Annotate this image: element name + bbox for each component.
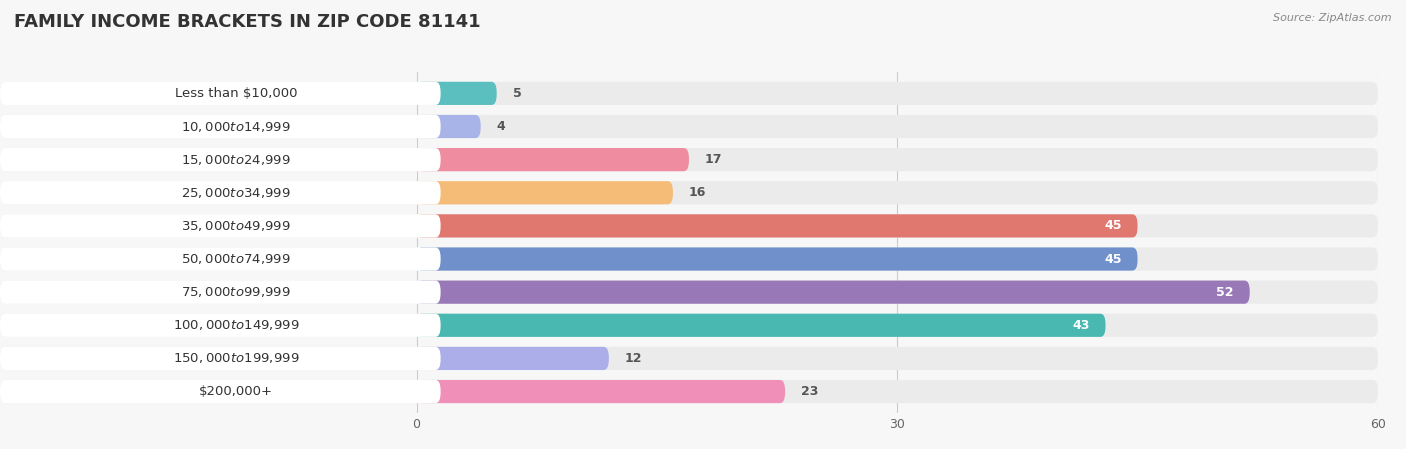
Text: 23: 23: [801, 385, 818, 398]
FancyBboxPatch shape: [0, 314, 440, 337]
FancyBboxPatch shape: [416, 82, 496, 105]
Text: Less than $10,000: Less than $10,000: [176, 87, 298, 100]
Text: 16: 16: [689, 186, 706, 199]
FancyBboxPatch shape: [0, 148, 440, 171]
FancyBboxPatch shape: [0, 281, 440, 304]
FancyBboxPatch shape: [0, 380, 440, 403]
Text: $35,000 to $49,999: $35,000 to $49,999: [181, 219, 291, 233]
Text: 17: 17: [704, 153, 723, 166]
Text: $10,000 to $14,999: $10,000 to $14,999: [181, 119, 291, 133]
FancyBboxPatch shape: [416, 314, 1105, 337]
Text: 12: 12: [624, 352, 643, 365]
FancyBboxPatch shape: [416, 247, 1137, 271]
FancyBboxPatch shape: [416, 281, 1250, 304]
FancyBboxPatch shape: [416, 347, 609, 370]
FancyBboxPatch shape: [416, 115, 481, 138]
FancyBboxPatch shape: [0, 82, 1378, 105]
FancyBboxPatch shape: [0, 347, 440, 370]
Text: $75,000 to $99,999: $75,000 to $99,999: [181, 285, 291, 299]
Text: 45: 45: [1104, 220, 1122, 233]
FancyBboxPatch shape: [0, 148, 1378, 171]
Text: $15,000 to $24,999: $15,000 to $24,999: [181, 153, 291, 167]
Text: Source: ZipAtlas.com: Source: ZipAtlas.com: [1274, 13, 1392, 23]
Text: 5: 5: [513, 87, 522, 100]
FancyBboxPatch shape: [0, 380, 1378, 403]
Text: FAMILY INCOME BRACKETS IN ZIP CODE 81141: FAMILY INCOME BRACKETS IN ZIP CODE 81141: [14, 13, 481, 31]
FancyBboxPatch shape: [0, 247, 440, 271]
FancyBboxPatch shape: [0, 82, 440, 105]
FancyBboxPatch shape: [0, 115, 1378, 138]
Text: $50,000 to $74,999: $50,000 to $74,999: [181, 252, 291, 266]
FancyBboxPatch shape: [0, 347, 1378, 370]
Text: $150,000 to $199,999: $150,000 to $199,999: [173, 352, 299, 365]
FancyBboxPatch shape: [416, 148, 689, 171]
FancyBboxPatch shape: [416, 214, 1137, 238]
FancyBboxPatch shape: [0, 115, 440, 138]
Text: 45: 45: [1104, 252, 1122, 265]
FancyBboxPatch shape: [416, 380, 785, 403]
FancyBboxPatch shape: [0, 214, 440, 238]
Text: $25,000 to $34,999: $25,000 to $34,999: [181, 186, 291, 200]
Text: 52: 52: [1216, 286, 1233, 299]
Text: 43: 43: [1073, 319, 1090, 332]
FancyBboxPatch shape: [416, 181, 673, 204]
FancyBboxPatch shape: [0, 281, 1378, 304]
FancyBboxPatch shape: [0, 314, 1378, 337]
Text: 4: 4: [496, 120, 505, 133]
FancyBboxPatch shape: [0, 247, 1378, 271]
Text: $200,000+: $200,000+: [200, 385, 273, 398]
Text: $100,000 to $149,999: $100,000 to $149,999: [173, 318, 299, 332]
FancyBboxPatch shape: [0, 181, 1378, 204]
FancyBboxPatch shape: [0, 214, 1378, 238]
FancyBboxPatch shape: [0, 181, 440, 204]
